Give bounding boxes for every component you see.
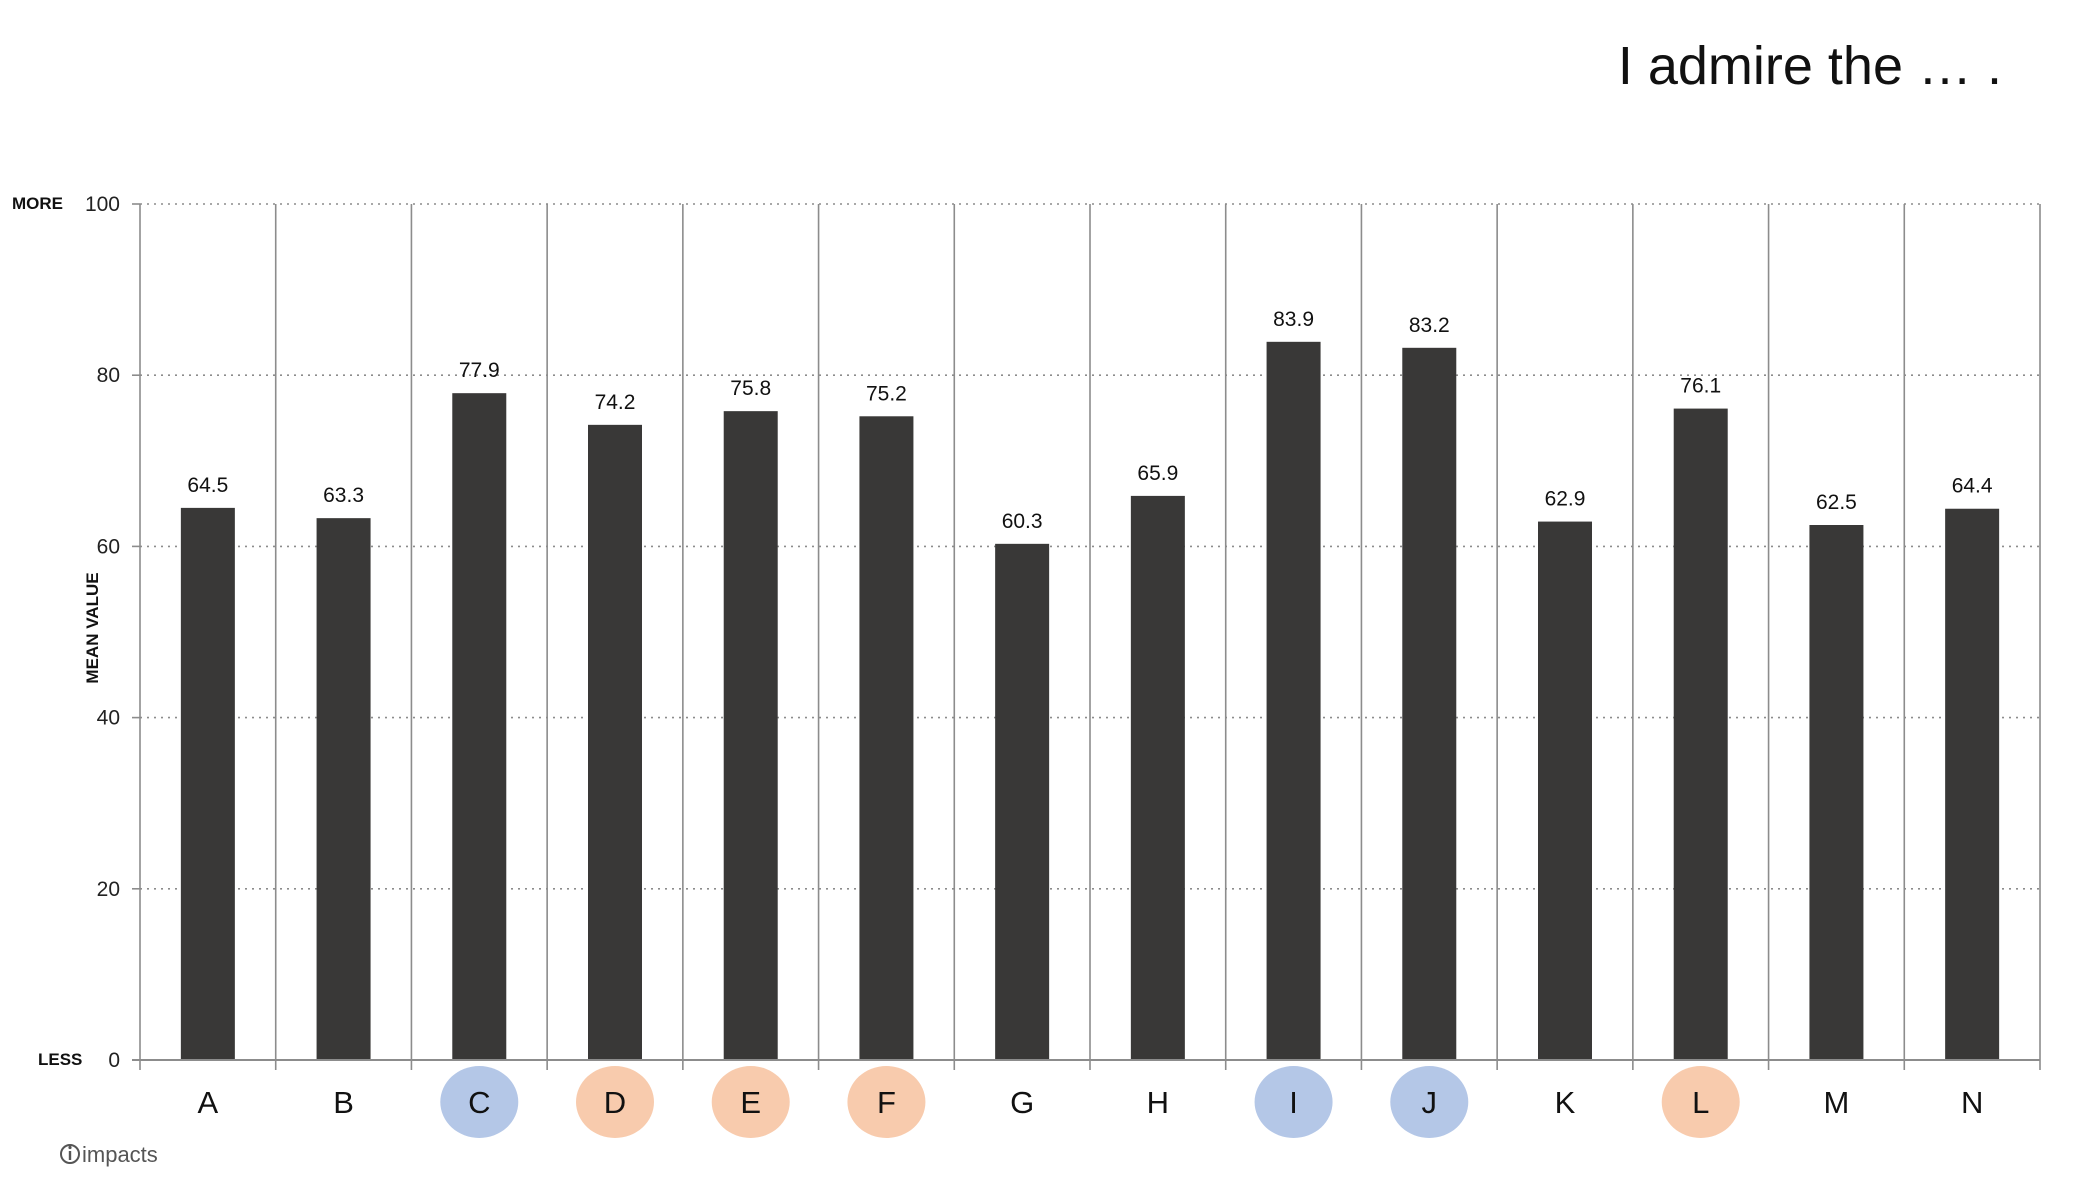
- x-tick-label: I: [1289, 1085, 1298, 1120]
- value-label: 75.2: [866, 382, 907, 405]
- x-tick-label: L: [1692, 1085, 1709, 1120]
- value-label: 60.3: [1002, 510, 1043, 533]
- brand-name: impacts: [82, 1142, 158, 1167]
- category-highlight-orange: [847, 1066, 926, 1138]
- brand-logo: impacts: [60, 1142, 158, 1167]
- chart-title: I admire the … .: [1618, 36, 2002, 96]
- x-axis: A B C D E F G H I J K L M N: [132, 1059, 2040, 1138]
- y-axis: 0 20 40 60 80 100: [85, 193, 140, 1072]
- bar-c: [452, 393, 507, 1060]
- y-tick-label: 40: [97, 707, 120, 730]
- y-axis-title: MEAN VALUE: [83, 572, 102, 683]
- value-label: 65.9: [1137, 462, 1178, 485]
- x-tick-label: F: [877, 1085, 896, 1120]
- x-tick-label: H: [1147, 1085, 1169, 1120]
- value-label: 63.3: [323, 484, 364, 507]
- value-label: 83.2: [1409, 314, 1450, 337]
- value-label: 83.9: [1273, 308, 1314, 331]
- x-tick-label: C: [468, 1085, 490, 1120]
- x-tick-label: D: [604, 1085, 626, 1120]
- value-label: 74.2: [595, 391, 636, 414]
- bar-m: [1809, 525, 1864, 1060]
- x-tick-label: J: [1422, 1085, 1438, 1120]
- bar-j: [1402, 347, 1457, 1061]
- bar-l: [1673, 408, 1728, 1061]
- x-tick-label: B: [333, 1085, 354, 1120]
- y-tick-label: 80: [97, 364, 120, 387]
- bar-n: [1945, 508, 2000, 1061]
- bar-k: [1538, 521, 1592, 1060]
- y-axis-more-label: MORE: [12, 194, 63, 213]
- category-highlight-blue: [1254, 1066, 1333, 1138]
- x-tick-label: G: [1010, 1085, 1034, 1120]
- x-tick-label: K: [1555, 1085, 1576, 1120]
- value-label: 64.5: [187, 474, 228, 497]
- category-highlight-blue: [1390, 1066, 1469, 1138]
- y-tick-label: 100: [85, 193, 120, 216]
- info-circle-icon: [60, 1144, 80, 1164]
- category-highlight-orange: [711, 1066, 790, 1138]
- y-tick-label: 0: [108, 1049, 120, 1072]
- bar-g: [995, 543, 1050, 1060]
- bar-e: [723, 411, 778, 1061]
- bar-h: [1130, 495, 1185, 1060]
- value-label: 75.8: [730, 377, 771, 400]
- y-tick-label: 60: [97, 535, 120, 558]
- category-highlight-orange: [576, 1066, 654, 1138]
- value-label: 64.4: [1952, 475, 1993, 498]
- value-label: 62.5: [1816, 491, 1857, 514]
- category-highlight-blue: [440, 1066, 519, 1138]
- bar-a: [180, 507, 235, 1060]
- bar-d: [588, 424, 642, 1060]
- value-label: 77.9: [459, 359, 500, 382]
- x-tick-label: E: [740, 1085, 761, 1120]
- x-tick-label: N: [1961, 1085, 1983, 1120]
- y-tick-label: 20: [97, 878, 120, 901]
- x-tick-label: A: [198, 1085, 219, 1120]
- bar-i: [1266, 341, 1321, 1060]
- y-axis-less-label: LESS: [38, 1050, 82, 1069]
- category-highlight-orange: [1661, 1066, 1740, 1138]
- x-tick-label: M: [1824, 1085, 1850, 1120]
- bars: 64.5 63.3 77.9 74.2 75.8 75.2 60.3 65.9 83.9 83.2…: [180, 308, 2000, 1061]
- gridlines: [139, 203, 2041, 1070]
- bar-f: [859, 416, 914, 1061]
- bar-b: [316, 518, 371, 1060]
- value-label: 62.9: [1545, 488, 1586, 511]
- value-label: 76.1: [1680, 375, 1721, 398]
